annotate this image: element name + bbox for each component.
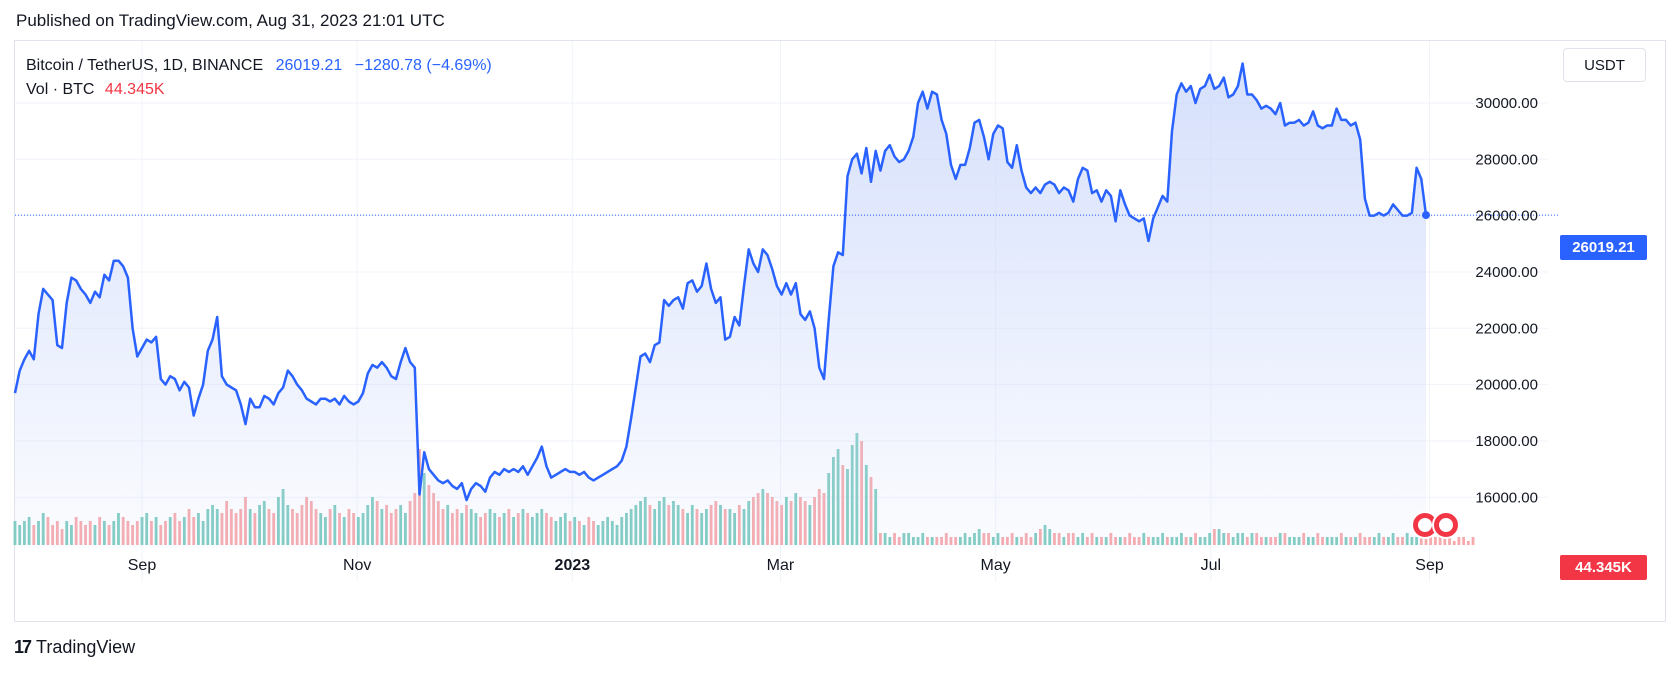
time-tick-label: May — [981, 557, 1011, 574]
price-line — [13, 62, 1428, 502]
volume-bar — [1452, 541, 1456, 545]
flag-stripe-icon — [1416, 516, 1434, 534]
volume-value: 44.345K — [104, 81, 165, 98]
volume-row: Vol · BTC 44.345K — [26, 78, 492, 102]
time-tick-label: Sep — [1415, 557, 1444, 574]
price-tick-label: 28000.00 — [1475, 151, 1538, 168]
price-area — [13, 62, 1558, 548]
time-tick-label: Nov — [343, 557, 371, 574]
volume-bar — [1462, 537, 1466, 545]
volume-bar — [1457, 537, 1461, 545]
price-tick-label: 22000.00 — [1475, 320, 1538, 337]
volume-bar — [1434, 537, 1437, 545]
time-tick-label: 2023 — [555, 557, 591, 574]
price-tick-label: 24000.00 — [1475, 264, 1538, 281]
volume-label[interactable]: Vol · BTC — [26, 81, 95, 98]
price-tick-label: 20000.00 — [1475, 377, 1538, 394]
flag-stripe-icon — [1437, 516, 1455, 534]
time-tick-label: Jul — [1201, 557, 1221, 574]
price-tick-label: 18000.00 — [1475, 433, 1538, 450]
volume-badge: 44.345K — [1560, 555, 1647, 580]
footer-logo[interactable]: 17 TradingView — [14, 637, 135, 658]
currency-button[interactable]: USDT — [1563, 48, 1646, 82]
symbol-row: Bitcoin / TetherUS, 1D, BINANCE 26019.21… — [26, 54, 492, 78]
price-change: −1280.78 (−4.69%) — [354, 57, 492, 74]
footer-brand: TradingView — [36, 637, 136, 657]
price-axis: 16000.00 18000.00 20000.00 22000.00 24000.00… — [1475, 95, 1538, 506]
time-tick-label: Sep — [128, 557, 157, 574]
volume-bar — [1466, 541, 1470, 545]
symbol-title[interactable]: Bitcoin / TetherUS, 1D, BINANCE — [26, 57, 264, 74]
time-axis: Sep Nov 2023 Mar May Jul Sep — [128, 557, 1444, 574]
event-markers — [1411, 511, 1460, 539]
volume-bar — [1438, 537, 1442, 545]
last-price-dot — [1422, 211, 1430, 220]
tradingview-logo-icon: 17 — [14, 637, 32, 657]
price-badge: 26019.21 — [1560, 235, 1647, 260]
published-caption: Published on TradingView.com, Aug 31, 20… — [16, 11, 445, 30]
price-tick-label: 16000.00 — [1475, 489, 1538, 506]
last-price: 26019.21 — [275, 57, 343, 74]
chart-legend: Bitcoin / TetherUS, 1D, BINANCE 26019.21… — [26, 54, 492, 102]
volume-bar — [1429, 537, 1433, 545]
volume-bar — [1471, 537, 1475, 545]
chart-frame — [14, 40, 1666, 622]
time-tick-label: Mar — [767, 557, 795, 574]
volume-bar — [1443, 533, 1447, 545]
price-tick-label: 30000.00 — [1475, 95, 1538, 112]
price-tick-label: 26000.00 — [1475, 208, 1538, 225]
volume-bar — [1448, 537, 1451, 545]
